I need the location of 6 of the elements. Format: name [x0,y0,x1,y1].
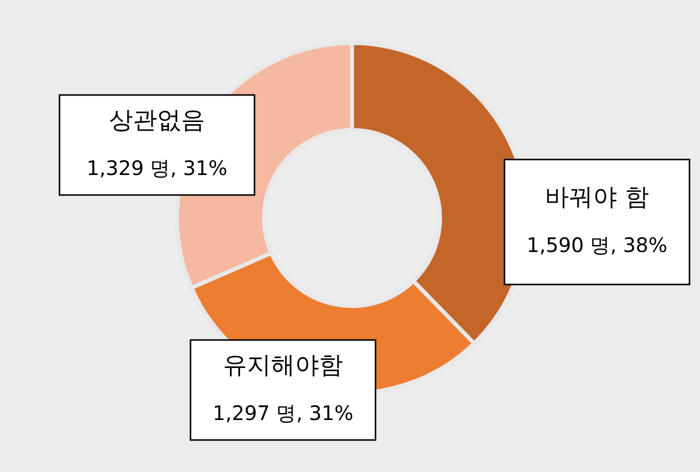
slice-label: 상관없음 [109,106,205,134]
slice-label: 유지해야함 [223,351,343,379]
data-label: 1,297 명, 31% [212,401,354,425]
data-label: 1,590 명, 38% [526,233,668,257]
slice-label: 바꿔야 함 [545,183,649,211]
data-label: 1,329 명, 31% [86,156,228,180]
